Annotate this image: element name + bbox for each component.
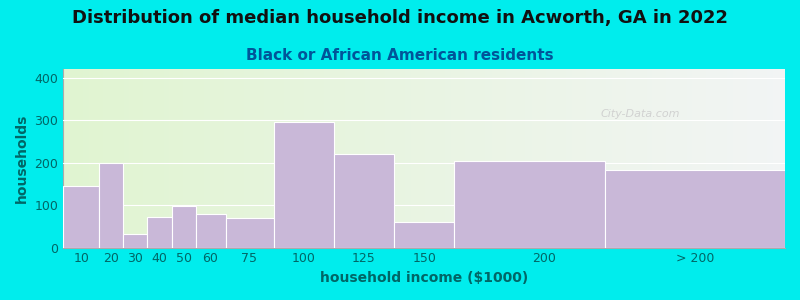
Bar — [394, 222, 454, 248]
Bar — [274, 122, 334, 248]
Bar — [123, 234, 147, 247]
X-axis label: household income ($1000): household income ($1000) — [320, 271, 528, 285]
Y-axis label: households: households — [15, 114, 29, 203]
Bar — [63, 186, 99, 248]
Bar — [196, 214, 226, 248]
Bar — [454, 161, 605, 248]
Text: Distribution of median household income in Acworth, GA in 2022: Distribution of median household income … — [72, 9, 728, 27]
Text: City-Data.com: City-Data.com — [601, 109, 681, 118]
Bar — [605, 170, 785, 248]
Bar — [99, 164, 123, 247]
Text: Black or African American residents: Black or African American residents — [246, 48, 554, 63]
Bar — [147, 217, 171, 248]
Bar — [171, 206, 196, 247]
Bar — [334, 154, 394, 248]
Bar — [226, 218, 274, 247]
